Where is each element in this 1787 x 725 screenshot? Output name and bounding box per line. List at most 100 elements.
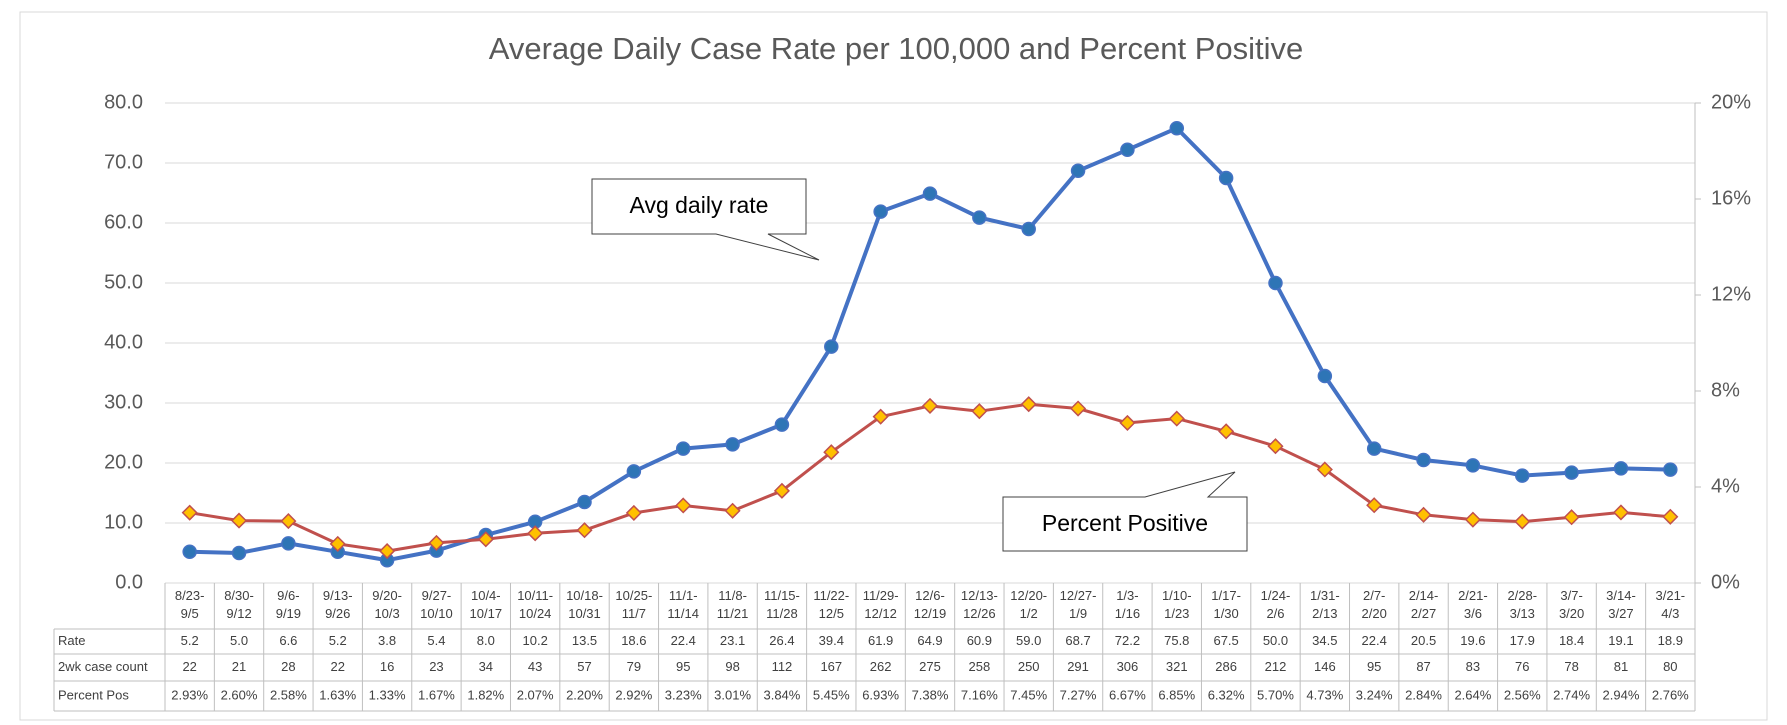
x-tick-label: 3/21-4/3	[1656, 588, 1686, 621]
marker	[873, 204, 888, 219]
table-cell: 5.0	[230, 633, 248, 648]
marker	[379, 543, 396, 560]
table-cell: 34	[479, 659, 493, 674]
x-tick-label: 11/8-11/21	[717, 588, 749, 621]
marker	[675, 441, 691, 456]
marker	[625, 504, 642, 521]
table-cell: 2.20%	[566, 687, 603, 702]
y-tick-label: 0.0	[115, 571, 143, 593]
table-cell: 8.0	[477, 633, 495, 648]
x-tick-label: 10/4-10/17	[470, 588, 503, 621]
table-cell: 2.56%	[1504, 687, 1541, 702]
y2-tick-label: 20%	[1711, 91, 1751, 113]
marker	[1514, 513, 1531, 530]
marker	[725, 437, 740, 452]
table-cell: 6.67%	[1109, 687, 1146, 702]
table-cell: 3.01%	[714, 687, 751, 702]
marker	[329, 535, 346, 552]
x-tick-label: 3/7-3/20	[1559, 588, 1584, 621]
marker	[1070, 163, 1086, 179]
table-cell: 28	[281, 659, 295, 674]
marker	[1317, 368, 1333, 384]
marker	[1613, 461, 1629, 476]
x-tick-label: 9/13-9/26	[323, 588, 353, 621]
table-cell: 18.9	[1658, 633, 1683, 648]
table-row-label: Rate	[58, 633, 85, 648]
table-cell: 17.9	[1510, 633, 1535, 648]
marker	[971, 403, 988, 420]
marker	[1168, 410, 1185, 427]
marker	[1316, 461, 1333, 478]
table-cell: 22.4	[1362, 633, 1387, 648]
marker	[1366, 497, 1383, 514]
marker	[1662, 508, 1679, 525]
table-cell: 2.58%	[270, 687, 307, 702]
x-tick-label: 2/21-3/6	[1458, 588, 1488, 621]
table-cell: 76	[1515, 659, 1529, 674]
table-cell: 19.1	[1608, 633, 1633, 648]
chart-title: Average Daily Case Rate per 100,000 and …	[489, 31, 1304, 66]
marker	[1564, 465, 1579, 480]
x-tick-label: 9/27-10/10	[420, 588, 453, 621]
marker	[182, 544, 197, 560]
marker	[576, 522, 593, 539]
x-tick-label: 11/22-12/5	[813, 588, 849, 621]
x-tick-label: 11/29-12/12	[863, 588, 899, 621]
table-cell: 3.8	[378, 633, 396, 648]
table-cell: 20.5	[1411, 633, 1436, 648]
marker	[1612, 504, 1630, 521]
table-cell: 81	[1614, 659, 1628, 674]
x-tick-label: 1/31-2/13	[1310, 588, 1340, 621]
x-tick-label: 11/15-11/28	[764, 588, 800, 621]
x-tick-label: 1/24-2/6	[1261, 588, 1291, 621]
x-tick-label: 10/18-10/31	[566, 588, 603, 621]
y-tick-label: 60.0	[104, 211, 143, 233]
table-cell: 112	[772, 659, 793, 674]
y-tick-label: 40.0	[104, 331, 143, 353]
table-cell: 321	[1166, 659, 1188, 674]
x-tick-label: 12/6-12/19	[914, 588, 947, 621]
x-tick-label: 3/14-3/27	[1606, 588, 1636, 621]
table-cell: 79	[627, 659, 641, 674]
table-cell: 6.93%	[862, 687, 899, 702]
marker	[527, 525, 544, 542]
table-cell: 258	[969, 659, 991, 674]
callout-box	[1002, 471, 1248, 552]
table-cell: 286	[1215, 659, 1237, 674]
table-cell: 250	[1018, 659, 1040, 674]
table-cell: 22	[182, 659, 196, 674]
table-row-label: 2wk case count	[58, 659, 148, 674]
marker	[1465, 458, 1481, 473]
marker	[428, 534, 445, 551]
marker	[230, 512, 248, 529]
x-tick-label: 2/7-2/20	[1362, 588, 1387, 621]
table-cell: 19.6	[1460, 633, 1485, 648]
table-cell: 75.8	[1164, 633, 1189, 648]
table-cell: 146	[1314, 659, 1336, 674]
marker	[1268, 275, 1283, 291]
table-cell: 167	[820, 659, 842, 674]
table-cell: 275	[919, 659, 941, 674]
marker	[773, 482, 790, 499]
x-tick-label: 1/10-1/23	[1162, 588, 1192, 621]
marker	[972, 210, 987, 225]
table-cell: 2.64%	[1454, 687, 1491, 702]
marker	[231, 545, 247, 561]
table-cell: 61.9	[868, 633, 893, 648]
marker	[824, 339, 839, 354]
table-cell: 23.1	[720, 633, 745, 648]
table-cell: 18.6	[621, 633, 646, 648]
table-cell: 2.84%	[1405, 687, 1442, 702]
marker	[577, 494, 592, 510]
marker	[675, 497, 692, 514]
table-row-label: Percent Pos	[58, 687, 129, 702]
marker	[1218, 170, 1234, 186]
table-cell: 1.33%	[369, 687, 406, 702]
marker	[1415, 506, 1432, 523]
table-cell: 212	[1265, 659, 1287, 674]
table-cell: 3.24%	[1356, 687, 1393, 702]
marker	[477, 531, 494, 548]
y-tick-label: 30.0	[104, 391, 143, 413]
table-cell: 83	[1466, 659, 1480, 674]
